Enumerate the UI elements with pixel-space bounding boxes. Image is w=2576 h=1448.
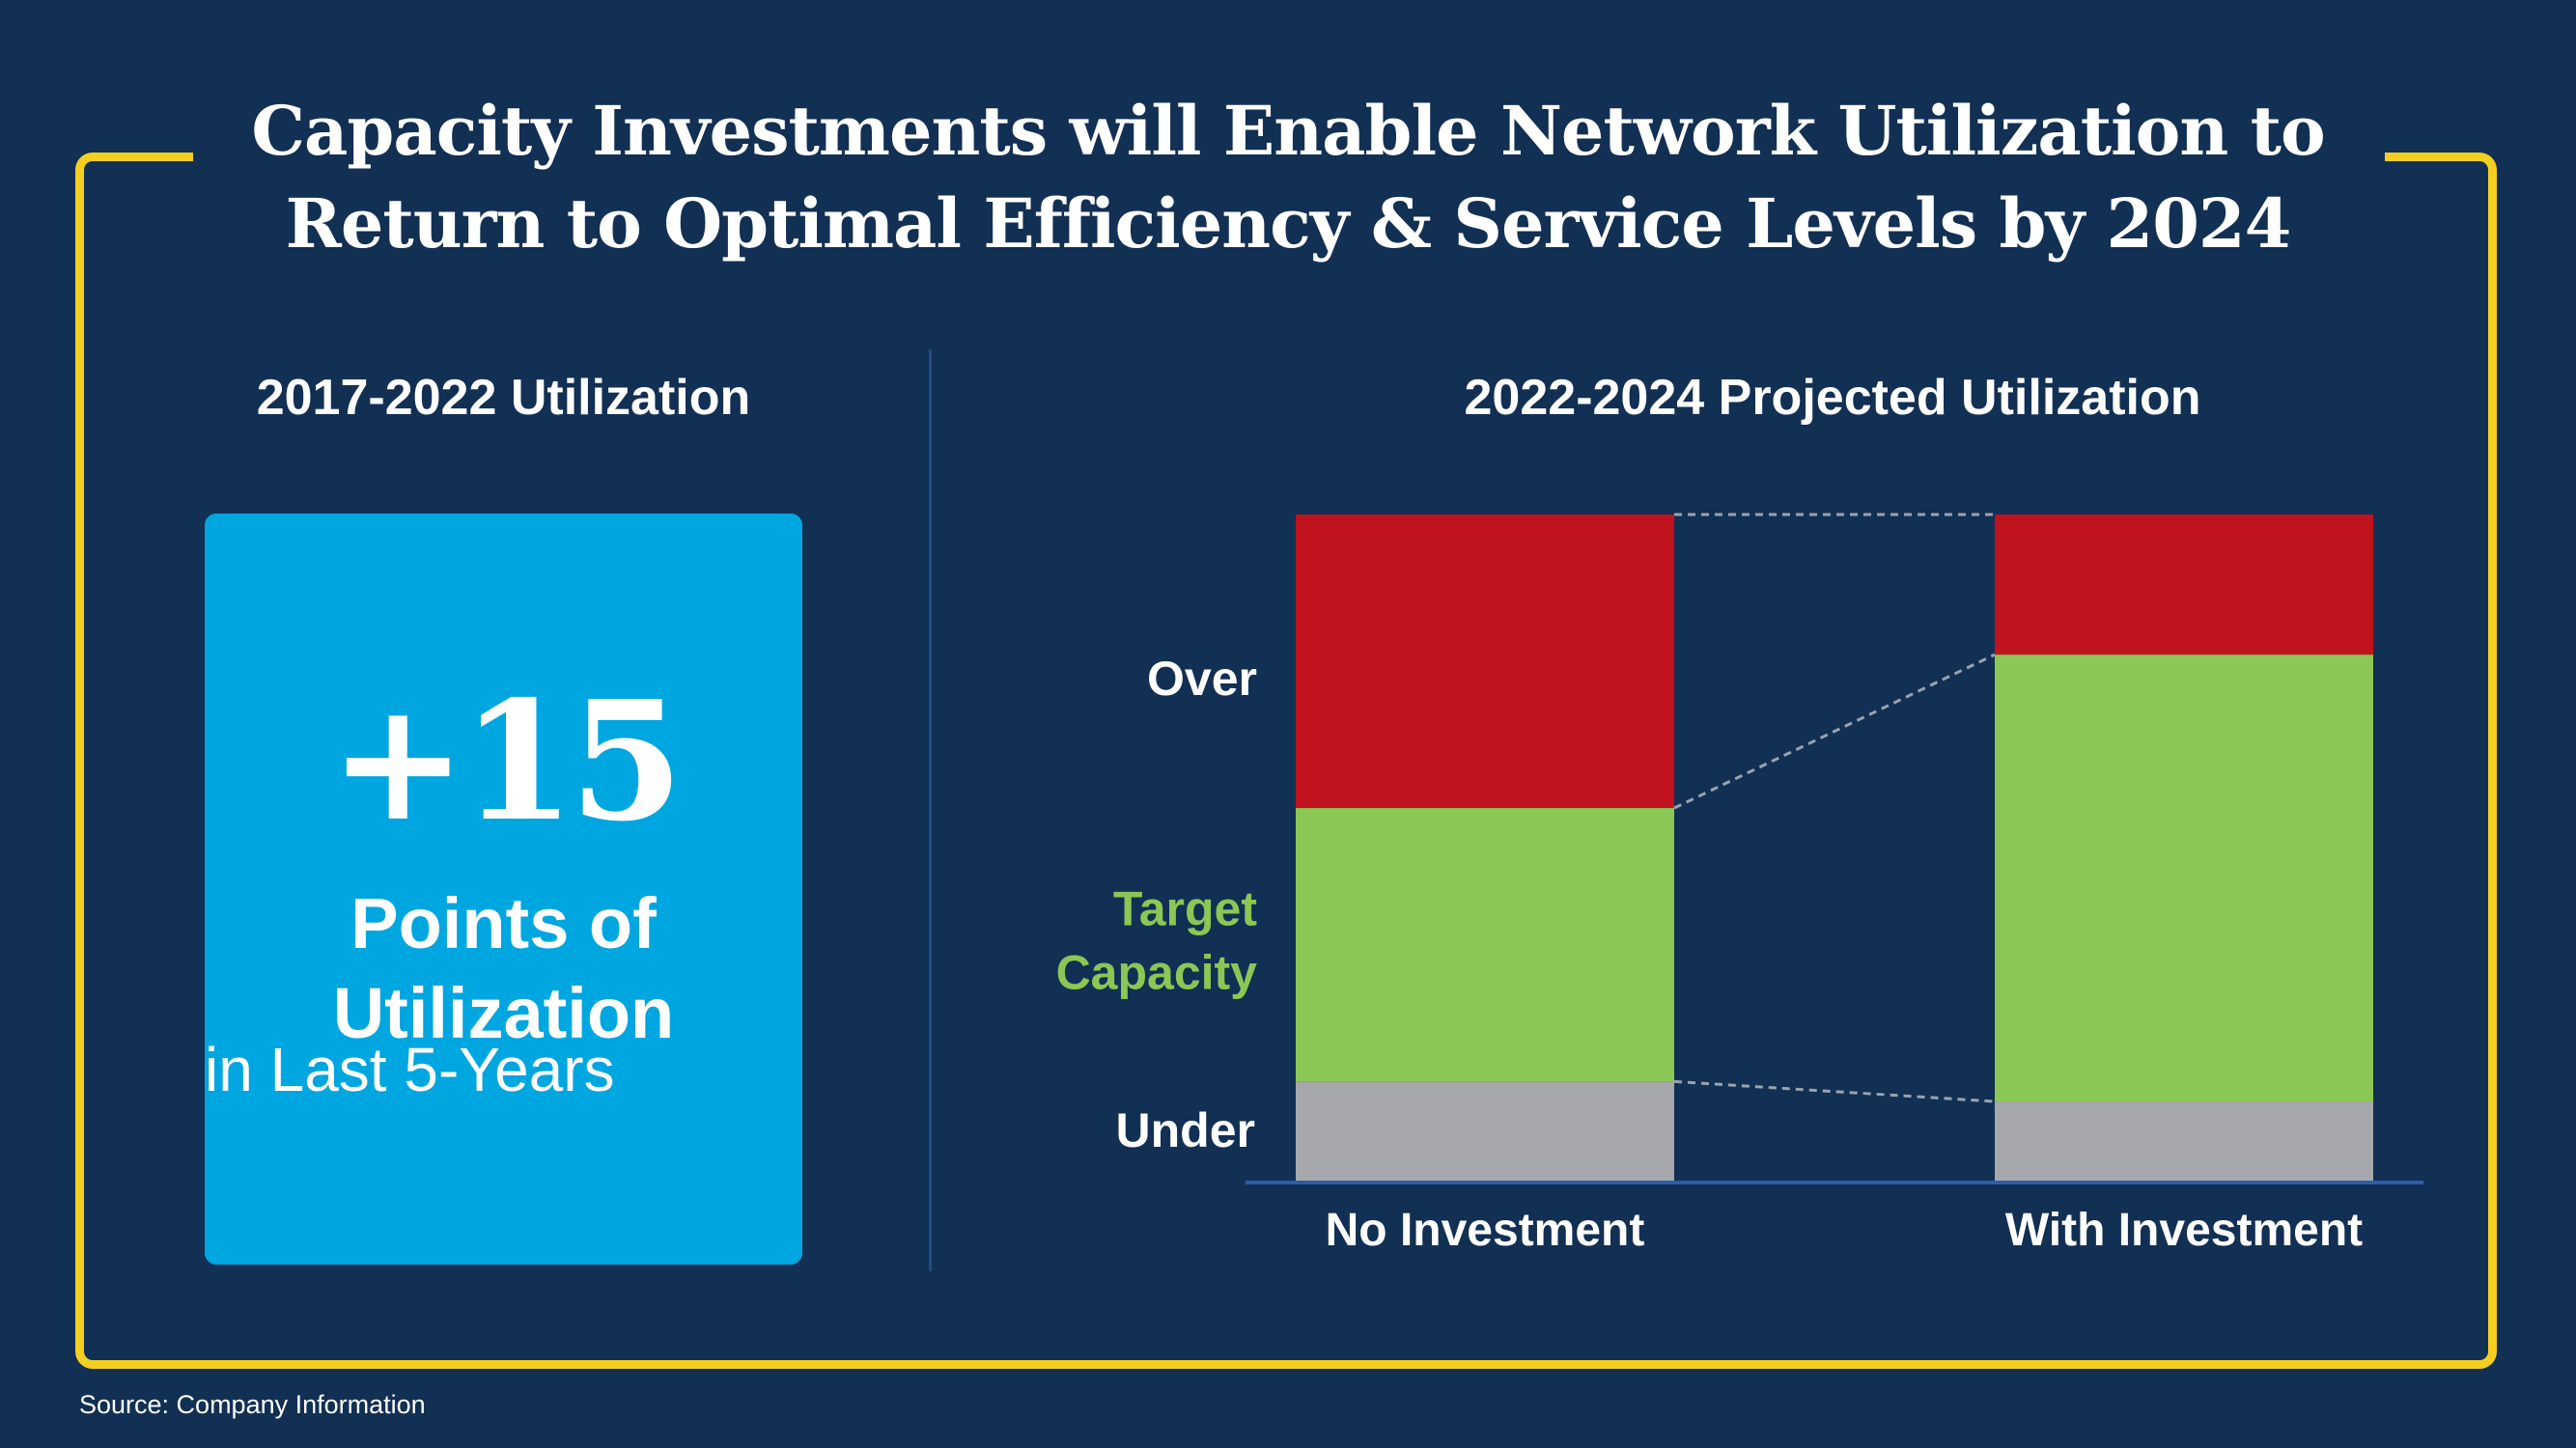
card-line-2: Utilization — [332, 973, 675, 1053]
bar-1-under — [1995, 1101, 2373, 1182]
title-line-2: Return to Optimal Efficiency & Service L… — [285, 183, 2292, 264]
bar-0-target-capacity — [1296, 808, 1674, 1082]
panel-divider — [929, 349, 932, 1271]
series-label-under: Under — [1116, 1103, 1255, 1157]
category-label-0: No Investment — [1326, 1205, 1645, 1256]
title-line-1: Capacity Investments will Enable Network… — [251, 91, 2325, 171]
bar-1-target-capacity — [1995, 654, 2373, 1102]
series-label-target-0: Target — [1113, 882, 1257, 936]
connector-line-1 — [1673, 653, 1996, 810]
category-label-1: With Investment — [2005, 1205, 2363, 1256]
card-line-1: Points of — [350, 883, 657, 963]
page-title: Capacity Investments will Enable Network… — [0, 85, 2576, 270]
bar-0-under — [1296, 1081, 1674, 1182]
source-note: Source: Company Information — [79, 1390, 426, 1419]
bar-1-over — [1995, 515, 2373, 655]
series-label-over: Over — [1147, 652, 1257, 706]
right-panel-heading: 2022-2024 Projected Utilization — [1464, 370, 2201, 426]
big-number: +15 — [328, 665, 684, 858]
left-panel-heading: 2017-2022 Utilization — [256, 370, 751, 426]
series-label-target-1: Capacity — [1056, 946, 1258, 1000]
connector-line-0 — [1673, 1079, 1996, 1103]
bar-0-over — [1296, 515, 1674, 809]
card-line-3: in Last 5-Years — [205, 1035, 615, 1104]
title-mask — [193, 135, 2385, 174]
utilization-card: +15 Points of Utilization — [205, 514, 802, 1265]
